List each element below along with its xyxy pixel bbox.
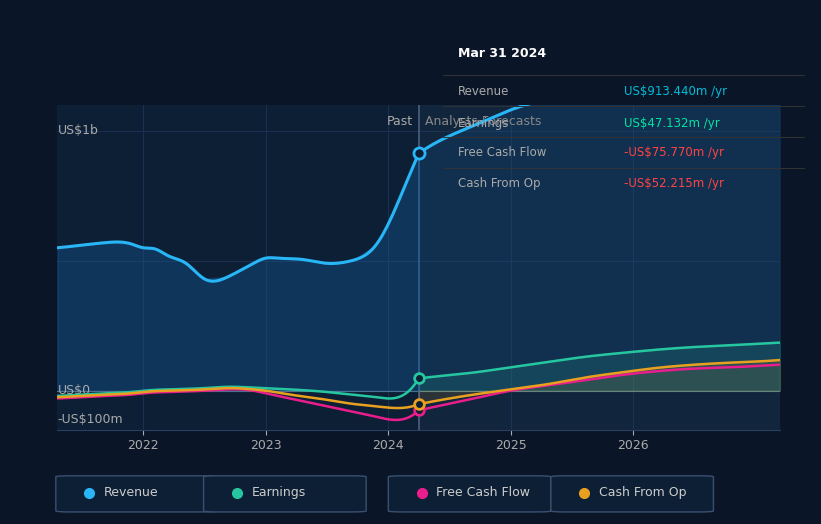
Text: US$913.440m /yr: US$913.440m /yr: [624, 85, 727, 99]
Text: Analysts Forecasts: Analysts Forecasts: [424, 115, 541, 128]
Text: US$1b: US$1b: [57, 124, 99, 137]
Text: Cash From Op: Cash From Op: [599, 486, 686, 499]
FancyBboxPatch shape: [551, 476, 713, 512]
Text: US$0: US$0: [57, 384, 90, 397]
FancyBboxPatch shape: [388, 476, 551, 512]
Text: Past: Past: [387, 115, 413, 128]
FancyBboxPatch shape: [204, 476, 366, 512]
Text: Cash From Op: Cash From Op: [458, 177, 540, 190]
Text: Earnings: Earnings: [458, 116, 509, 129]
Text: -US$52.215m /yr: -US$52.215m /yr: [624, 177, 724, 190]
FancyBboxPatch shape: [56, 476, 218, 512]
Text: Revenue: Revenue: [104, 486, 158, 499]
Text: Mar 31 2024: Mar 31 2024: [458, 47, 546, 60]
Text: US$47.132m /yr: US$47.132m /yr: [624, 116, 720, 129]
Bar: [419, 105, 780, 430]
Text: Revenue: Revenue: [458, 85, 509, 99]
Text: -US$75.770m /yr: -US$75.770m /yr: [624, 146, 724, 159]
Text: Free Cash Flow: Free Cash Flow: [437, 486, 530, 499]
Text: Earnings: Earnings: [252, 486, 306, 499]
Text: Free Cash Flow: Free Cash Flow: [458, 146, 546, 159]
Text: -US$100m: -US$100m: [57, 413, 123, 426]
